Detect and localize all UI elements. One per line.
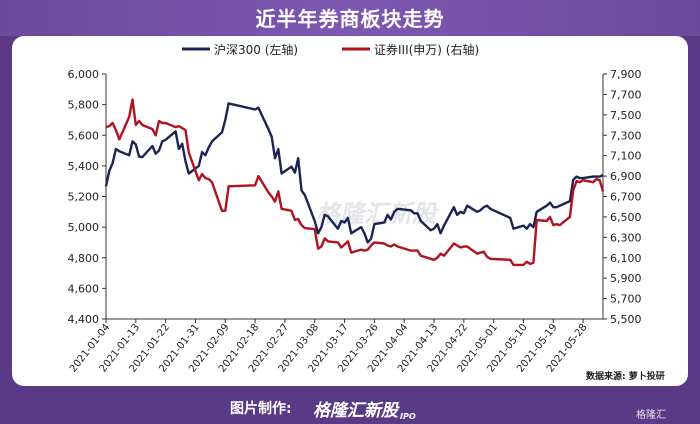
y-right-tick-label: 5,500 (610, 313, 642, 326)
y-left-tick-label: 4,600 (68, 282, 100, 295)
y-right-tick-label: 7,900 (610, 68, 642, 81)
y-right-tick-label: 6,900 (610, 170, 642, 183)
source-note: 数据来源: 萝卜投研 (586, 372, 665, 382)
y-right-tick-label: 7,100 (610, 150, 642, 163)
series-line-hs300 (104, 102, 604, 244)
y-right-tick-label: 7,700 (610, 88, 642, 101)
y-left-tick-label: 5,200 (68, 191, 100, 204)
legend-label-sec: 证券III(申万) (右轴) (374, 42, 479, 57)
y-left-tick-label: 5,600 (68, 129, 100, 142)
y-left-tick-label: 6,000 (68, 68, 100, 81)
brand-suffix: IPO (400, 412, 416, 421)
title-band (0, 0, 700, 36)
legend-label-hs300: 沪深300 (左轴) (214, 42, 298, 57)
y-right-tick-label: 5,700 (610, 293, 642, 306)
chart-title: 近半年券商板块走势 (255, 7, 445, 31)
y-right-tick-label: 6,700 (610, 191, 642, 204)
y-left-tick-label: 5,800 (68, 99, 100, 112)
brand-logo: 格隆汇新股 IPO (313, 396, 416, 421)
legend: 沪深300 (左轴) 证券III(申万) (右轴) (182, 42, 479, 57)
corner-logo: 格隆汇 (636, 410, 666, 421)
chart-panel (12, 36, 688, 386)
series-line-sec (105, 98, 605, 267)
y-right-tick-label: 5,900 (610, 272, 642, 285)
y-left-tick-label: 5,000 (68, 221, 100, 234)
y-left-tick-label: 4,800 (68, 252, 100, 265)
y-right-tick-label: 7,300 (610, 129, 642, 142)
credit-label: 图片制作: (230, 401, 292, 417)
y-left-tick-label: 5,400 (68, 160, 100, 173)
y-right-tick-label: 6,500 (610, 211, 642, 224)
y-right-tick-label: 7,500 (610, 109, 642, 122)
brand-name: 格隆汇新股 (313, 401, 398, 421)
series-group (104, 98, 605, 267)
y-right-tick-label: 6,300 (610, 231, 642, 244)
y-right-tick-label: 6,100 (610, 252, 642, 265)
y-left-tick-label: 4,400 (68, 313, 100, 326)
